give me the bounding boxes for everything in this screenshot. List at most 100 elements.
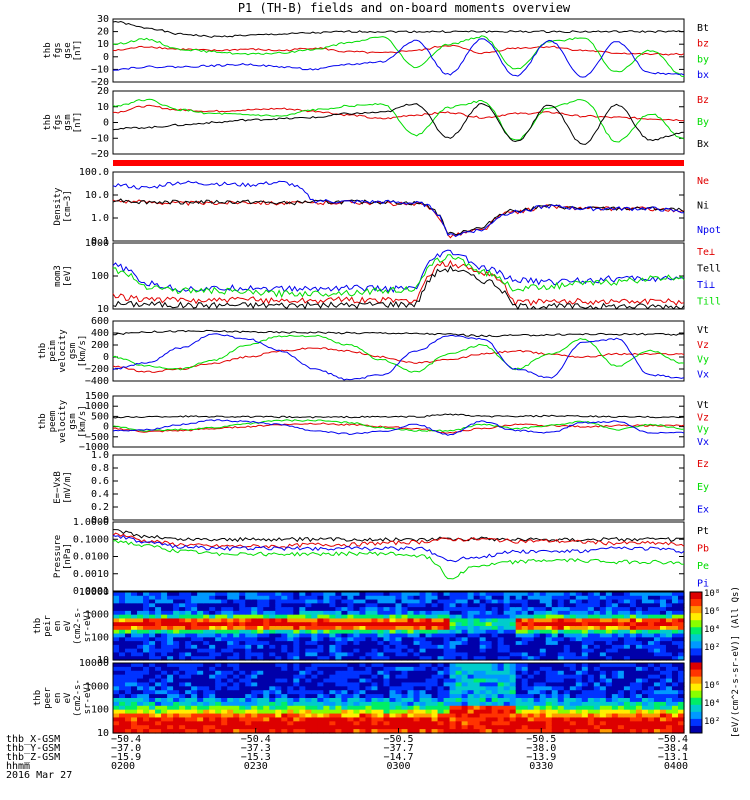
spectrogram-cell [449,666,457,672]
spectrogram-cell [563,618,571,623]
spectrogram-cell [431,648,439,654]
spectrogram-cell [407,705,415,711]
spectrogram-cell [299,644,306,650]
spectrogram-cell [395,713,403,719]
spectrogram-cell [671,690,679,695]
spectrogram-cell [113,690,120,695]
spectrogram-cell [485,622,493,627]
spectrogram-cell [533,701,541,707]
spectrogram-cell [401,725,409,730]
spectrogram-cell [245,595,252,601]
spectrogram-cell [233,705,240,711]
spectrogram-cell [143,686,150,691]
spectrogram-cell [617,705,625,711]
spectrogram-cell [467,701,475,707]
y-tick-label: 0.2 [91,502,109,513]
spectrogram-cell [593,663,601,668]
spectrogram-cell [425,607,433,612]
spectrogram-cell [167,666,174,672]
spectrogram-cell [197,682,204,687]
spectrogram-cell [539,648,547,654]
spectrogram-cell [305,666,312,672]
spectrogram-cell [287,686,294,691]
spectrogram-cell [527,686,535,691]
spectrogram-cell [527,626,535,631]
spectrogram-cell [251,633,258,638]
spectrogram-cell [533,595,541,601]
spectrogram-cell [209,641,216,646]
y-tick-label: 10 [97,655,109,666]
spectrogram-cell [587,637,595,642]
spectrogram-cell [263,599,270,604]
spectrogram-cell [611,705,619,711]
y-tick-label: 1.0 [91,450,109,461]
legend-Vy: Vy [697,355,709,366]
spectrogram-cell [323,663,330,668]
spectrogram-cell [377,705,385,711]
spectrogram-cell [395,592,403,597]
spectrogram-cell [215,626,222,631]
spectrogram-cell [581,626,589,631]
spectrogram-cell [515,713,523,719]
spectrogram-cell [671,709,679,715]
spectrogram-cell [383,670,391,676]
spectrogram-cell [593,629,601,635]
spectrogram-cell [497,592,505,597]
spectrogram-cell [275,622,282,627]
spectrogram-cell [329,682,336,687]
legend-Vt: Vt [697,400,709,411]
spectrogram-cell [425,701,433,707]
spectrogram-cell [413,698,421,703]
spectrogram-cell [527,629,535,635]
spectrogram-cell [221,674,228,680]
spectrogram-cell [131,698,138,703]
spectrogram-cell [125,690,132,695]
spectrogram-cell [263,633,270,638]
spectrogram-cell [659,629,667,635]
spectrogram-cell [113,618,120,623]
spectrogram-cell [575,622,583,627]
spectrogram-cell [605,641,613,646]
spectrogram-cell [287,637,294,642]
spectrogram-cell [449,644,457,650]
spectrogram-cell [665,709,673,715]
spectrogram-cell [629,656,637,661]
spectrogram-cell [617,690,625,695]
spectrogram-cell [293,637,300,642]
spectrogram-cell [203,678,210,684]
spectrogram-cell [347,652,355,657]
spectrogram-cell [281,725,288,730]
spectrogram-cell [389,682,397,687]
spectrogram-cell [581,725,589,730]
spectrogram-cell [395,670,403,676]
spectrogram-cell [449,709,457,715]
spectrogram-cell [413,652,421,657]
spectrogram-cell [455,690,463,695]
spectrogram-cell [539,595,547,601]
spectrogram-cell [671,663,679,668]
spectrogram-cell [257,682,264,687]
spectrogram-cell [563,592,571,597]
spectrogram-cell [563,674,571,680]
spectrogram-cell [401,614,409,620]
spectrogram-cell [293,717,300,722]
spectrogram-cell [443,678,451,684]
spectrogram-cell [281,666,288,672]
spectrogram-cell [659,690,667,695]
spectrogram-cell [527,618,535,623]
spectrogram-cell [425,682,433,687]
spectrogram-cell [401,629,409,635]
spectrogram-cell [335,622,342,627]
spectrogram-cell [401,644,409,650]
legend-Till: Till [697,297,721,308]
spectrogram-cell [503,705,511,711]
spectrogram-cell [401,666,409,672]
spectrogram-cell [569,674,577,680]
spectrogram-cell [209,713,216,719]
y-axis-label-line: gsm [63,114,73,130]
spectrogram-cell [599,595,607,601]
spectrogram-cell [521,678,529,684]
spectrogram-cell [125,629,132,635]
spectrogram-cell [503,663,511,668]
spectrogram-cell [155,622,162,627]
